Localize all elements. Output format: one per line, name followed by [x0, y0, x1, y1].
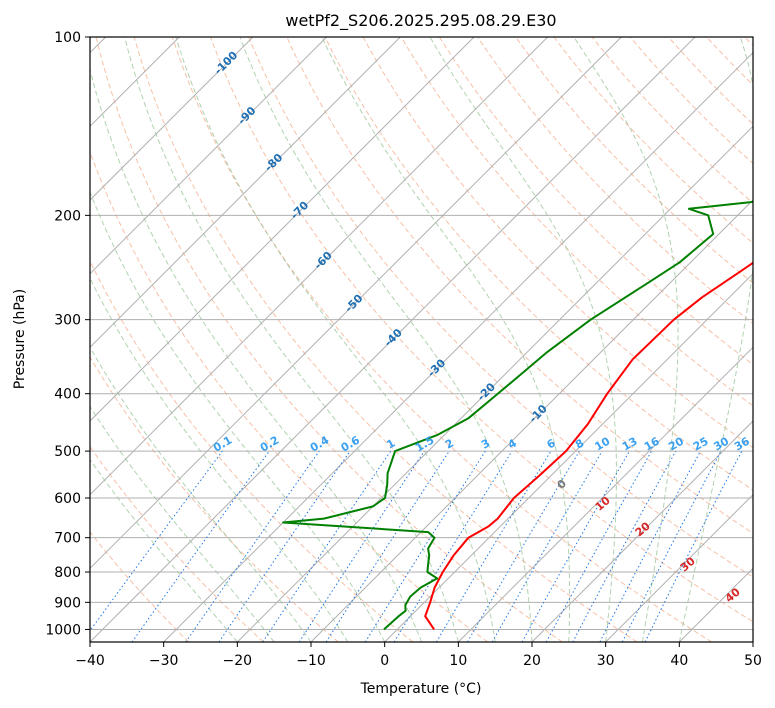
y-tick-label: 400 [54, 387, 81, 403]
dry-adiabat-line [90, 531, 190, 642]
x-tick-label: 0 [380, 653, 389, 669]
dry-adiabat-line [400, 37, 753, 407]
x-tick-label: 40 [670, 653, 688, 669]
mixing-ratio-line [298, 450, 425, 642]
isotherm-line [236, 125, 753, 642]
chart-title: wetPf2_S206.2025.295.08.29.E30 [285, 11, 556, 31]
x-tick-label: 10 [449, 653, 467, 669]
isotherm-line [310, 199, 753, 642]
moist-adiabat-line [573, 37, 679, 642]
mixing-ratio-line [572, 450, 677, 642]
y-tick-label: 700 [54, 531, 81, 547]
y-axis-label: Pressure (hPa) [12, 289, 28, 389]
mixing-ratio-line [185, 450, 320, 642]
isotherm-line [163, 51, 753, 642]
x-tick-label: 20 [523, 653, 541, 669]
y-tick-label: 800 [54, 565, 81, 581]
dewpoint-profile-line [282, 200, 753, 631]
moist-adiabat-line [239, 37, 533, 642]
y-tick-label: 100 [54, 30, 81, 46]
mixing-ratio-line [262, 450, 392, 642]
isotherm-line [531, 420, 753, 642]
plot-background [90, 37, 753, 642]
isotherm-line [90, 37, 696, 642]
dry-adiabat-line [133, 37, 638, 642]
isotherm-line [90, 37, 328, 275]
isotherm-line [384, 272, 753, 642]
moist-adiabat-line [90, 458, 238, 642]
mixing-ratio-line [545, 450, 653, 642]
x-axis-label: Temperature (°C) [360, 681, 482, 697]
x-tick-label: 30 [597, 653, 615, 669]
mixing-ratio-line [90, 450, 223, 632]
moist-adiabat-line [321, 37, 571, 642]
mixing-ratio-line [393, 450, 513, 642]
y-tick-label: 500 [54, 444, 81, 460]
mixing-ratio-line [521, 450, 630, 642]
dry-adiabat-line [90, 356, 339, 642]
plot-frame [89, 36, 754, 643]
temperature-profile-line [424, 261, 753, 630]
isotherm-line [457, 346, 753, 642]
x-tick-label: −20 [223, 653, 253, 669]
isotherm-line [90, 37, 254, 201]
moist-adiabat-line [90, 405, 275, 642]
isotherm-line [90, 37, 549, 496]
moist-adiabat-line [124, 37, 459, 642]
isotherm-line [752, 641, 753, 642]
x-tick-label: −30 [149, 653, 179, 669]
isotherm-line [90, 37, 622, 570]
x-tick-label: −10 [296, 653, 326, 669]
dry-adiabat-line [95, 37, 563, 642]
dry-adiabat-line [90, 150, 488, 642]
moist-adiabat-line [175, 37, 496, 642]
mixing-ratio-line [644, 450, 743, 642]
dry-adiabat-line [171, 37, 712, 642]
dry-adiabat-line [324, 37, 753, 491]
y-tick-label: 200 [54, 208, 81, 224]
y-tick-label: 300 [54, 313, 81, 329]
dry-adiabat-line [90, 445, 264, 642]
y-tick-label: 1000 [45, 622, 81, 638]
dry-adiabat-line [210, 37, 753, 623]
isotherm-line [90, 37, 475, 422]
dry-adiabat-line [515, 37, 753, 284]
mixing-ratio-line [131, 450, 270, 642]
moist-adiabat-line [90, 277, 349, 642]
x-tick-label: 50 [744, 653, 762, 669]
moist-adiabat-line [678, 37, 753, 642]
isotherm-line [605, 493, 753, 642]
moist-adiabat-line [90, 190, 386, 642]
mixing-ratio-line [218, 450, 351, 642]
y-tick-label: 600 [54, 491, 81, 507]
x-tick-label: −40 [75, 653, 105, 669]
mixing-ratio-line [325, 450, 450, 642]
moist-adiabat-line [90, 67, 422, 642]
dry-adiabat-line [248, 37, 753, 578]
y-tick-label: 900 [54, 595, 81, 611]
moist-adiabat-line [429, 37, 617, 642]
isotherm-line [90, 37, 401, 349]
